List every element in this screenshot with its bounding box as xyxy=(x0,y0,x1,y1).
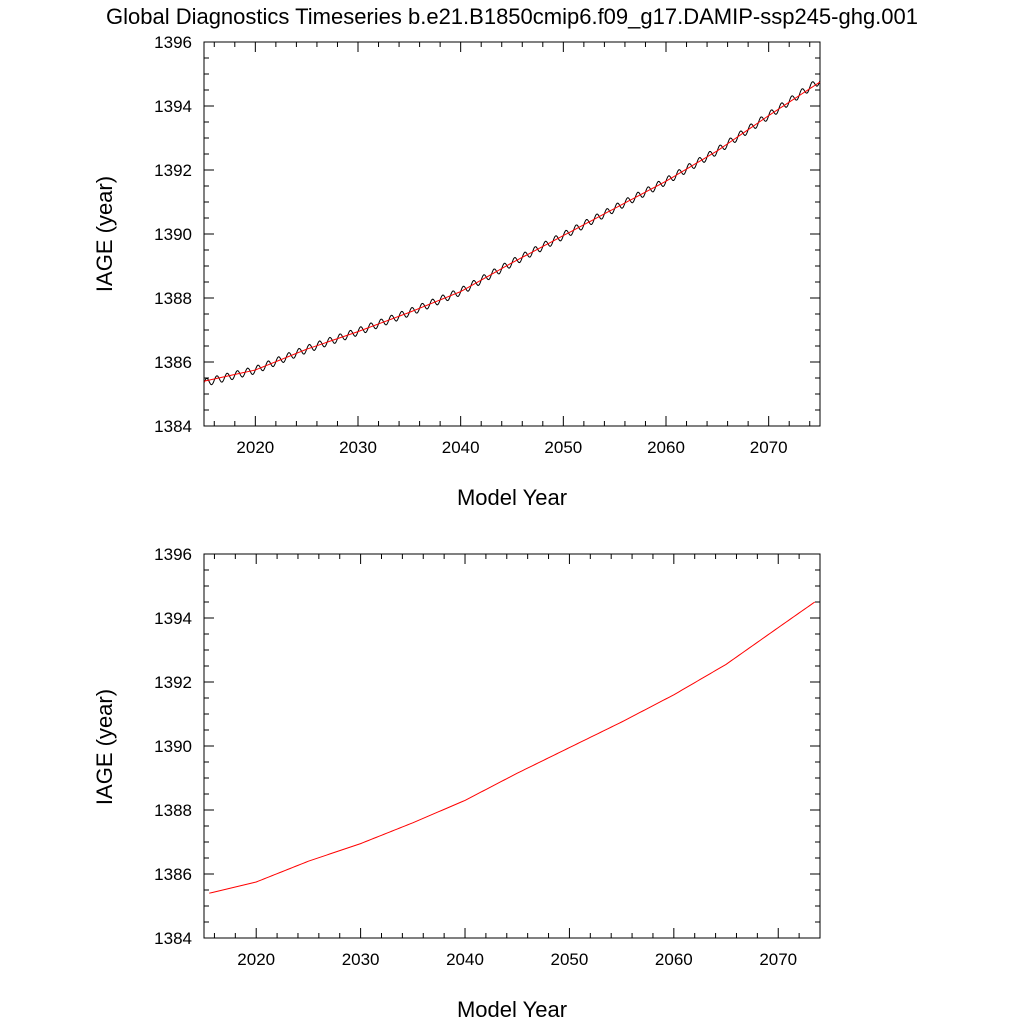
plot-frame xyxy=(203,41,821,427)
x-tick-label: 2050 xyxy=(544,438,582,457)
panel-bottom: 2020 2030 2040 2050 2060 2070 1384 1386 1388 1390… xyxy=(92,545,821,1022)
y-axis-label: IAGE (year) xyxy=(92,689,117,805)
x-axis-label: Model Year xyxy=(457,485,567,510)
y-tick-label: 1390 xyxy=(154,225,192,244)
y-tick-label: 1396 xyxy=(154,33,192,52)
x-tick-label: 2030 xyxy=(342,950,380,969)
x-tick-label: 2060 xyxy=(647,438,685,457)
figure-title: Global Diagnostics Timeseries b.e21.B185… xyxy=(106,4,918,29)
y-tick-label: 1386 xyxy=(154,865,192,884)
y-tick-label: 1390 xyxy=(154,737,192,756)
panel-top: 2020 2030 2040 2050 2060 2070 1384 1386 1388 1390… xyxy=(92,33,821,510)
x-tick-label: 2040 xyxy=(446,950,484,969)
y-tick-label: 1384 xyxy=(154,417,192,436)
y-tick-label: 1386 xyxy=(154,353,192,372)
y-tick-label: 1392 xyxy=(154,673,192,692)
x-tick-label: 2060 xyxy=(655,950,693,969)
series-line-annual xyxy=(209,601,816,894)
plot-frame xyxy=(203,553,821,939)
y-tick-label: 1384 xyxy=(154,929,192,948)
x-tick-label: 2020 xyxy=(237,950,275,969)
y-tick-label: 1388 xyxy=(154,289,192,308)
x-tick-label: 2050 xyxy=(551,950,589,969)
y-tick-label: 1394 xyxy=(154,609,192,628)
y-tick-label: 1388 xyxy=(154,801,192,820)
x-tick-label: 2020 xyxy=(236,438,274,457)
x-tick-label: 2030 xyxy=(339,438,377,457)
x-tick-label: 2040 xyxy=(442,438,480,457)
x-tick-label: 2070 xyxy=(750,438,788,457)
y-tick-label: 1396 xyxy=(154,545,192,564)
series-line-monthly xyxy=(203,80,821,386)
series-line-annual xyxy=(203,81,821,382)
y-axis-label: IAGE (year) xyxy=(92,176,117,292)
y-tick-label: 1392 xyxy=(154,161,192,180)
x-axis-label: Model Year xyxy=(457,997,567,1022)
y-tick-label: 1394 xyxy=(154,97,192,116)
x-tick-label: 2070 xyxy=(759,950,797,969)
